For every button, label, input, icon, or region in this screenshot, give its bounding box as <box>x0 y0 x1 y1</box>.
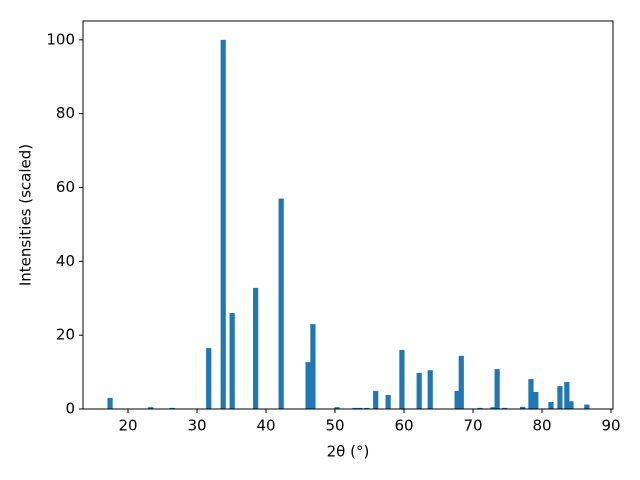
x-axis-label: 2θ (°) <box>327 443 370 461</box>
bar <box>364 407 370 409</box>
y-tick-label: 80 <box>56 104 75 122</box>
bar <box>373 390 379 409</box>
bar <box>584 404 590 409</box>
x-tick-label: 60 <box>394 417 413 435</box>
bar <box>477 407 483 409</box>
bar <box>564 382 570 409</box>
bar <box>533 392 539 409</box>
bar <box>385 394 391 409</box>
y-tick-label: 100 <box>46 30 75 48</box>
bar <box>490 407 496 409</box>
bar <box>568 401 574 409</box>
y-tick-label: 40 <box>56 252 75 270</box>
bar <box>278 198 284 409</box>
bar <box>253 287 259 409</box>
bar <box>520 406 526 409</box>
bar <box>305 362 311 409</box>
bar <box>206 348 212 409</box>
bar <box>148 407 154 409</box>
x-tick-label: 20 <box>118 417 137 435</box>
y-tick-label: 20 <box>56 326 75 344</box>
bar <box>169 407 175 409</box>
x-tick-label: 70 <box>463 417 482 435</box>
bar <box>107 397 113 409</box>
bar <box>548 401 554 409</box>
bar <box>454 390 460 409</box>
bar <box>427 370 433 409</box>
bar <box>557 386 563 409</box>
bar <box>494 369 500 409</box>
x-tick-label: 30 <box>187 417 206 435</box>
x-tick-label: 50 <box>325 417 344 435</box>
bar <box>458 355 464 409</box>
bar <box>352 407 358 409</box>
bar <box>357 407 363 409</box>
x-tick-label: 80 <box>532 417 551 435</box>
bar <box>502 407 508 409</box>
bar <box>229 313 235 409</box>
y-tick-label: 0 <box>65 400 75 418</box>
y-tick-label: 60 <box>56 178 75 196</box>
bar <box>220 39 226 409</box>
bar <box>334 407 340 409</box>
bar <box>310 324 316 409</box>
y-axis-label: Intensities (scaled) <box>17 144 35 286</box>
bar <box>528 379 534 409</box>
bar <box>399 349 405 409</box>
plot-frame <box>82 20 614 410</box>
bar <box>416 372 422 409</box>
x-tick-label: 90 <box>601 417 620 435</box>
x-tick-label: 40 <box>256 417 275 435</box>
